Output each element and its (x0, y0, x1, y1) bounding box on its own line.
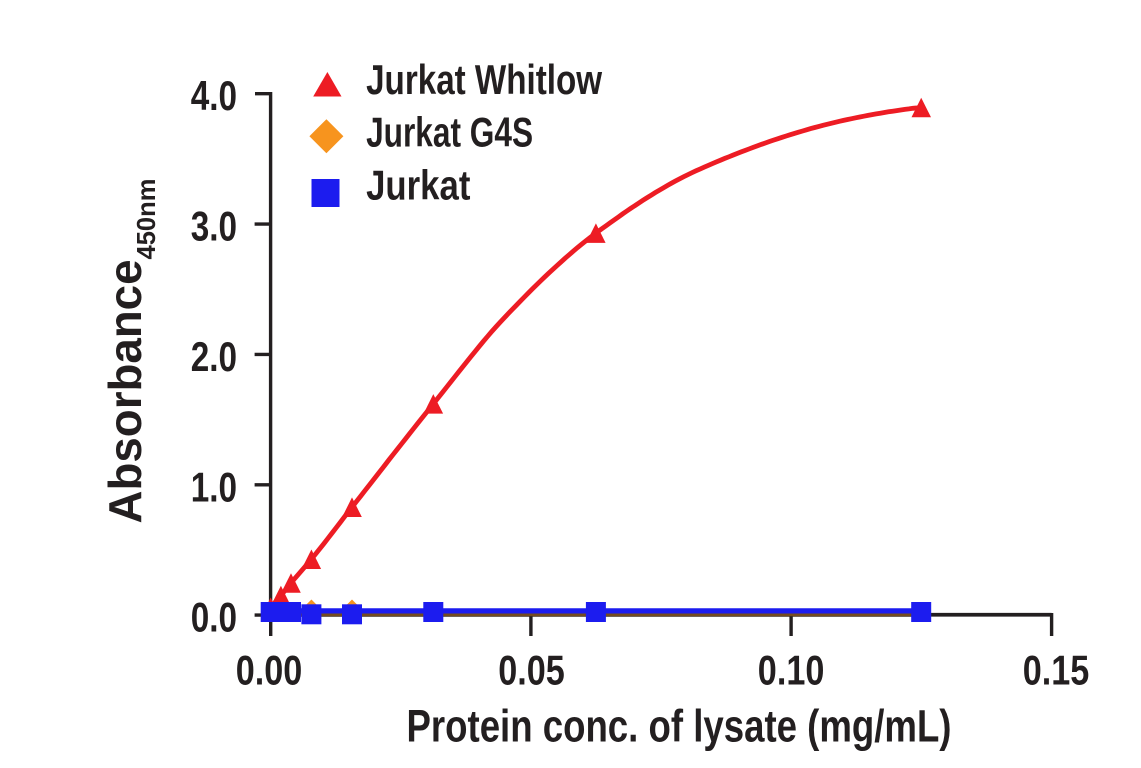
svg-text:3.0: 3.0 (191, 203, 237, 250)
svg-text:0.10: 0.10 (758, 646, 825, 693)
svg-text:Jurkat G4S: Jurkat G4S (366, 109, 533, 156)
svg-text:Jurkat: Jurkat (366, 161, 470, 208)
svg-text:Jurkat Whitlow: Jurkat Whitlow (366, 56, 602, 103)
svg-text:0.05: 0.05 (498, 646, 565, 693)
svg-text:Absorbance450nm: Absorbance450nm (99, 179, 161, 524)
svg-text:2.0: 2.0 (191, 333, 237, 380)
svg-text:4.0: 4.0 (191, 72, 237, 119)
svg-text:0.0: 0.0 (191, 594, 237, 641)
svg-text:Protein conc. of lysate (mg/mL: Protein conc. of lysate (mg/mL) (407, 701, 952, 752)
svg-text:0.00: 0.00 (236, 646, 303, 693)
svg-text:0.15: 0.15 (1023, 646, 1090, 693)
svg-text:1.0: 1.0 (191, 463, 237, 510)
